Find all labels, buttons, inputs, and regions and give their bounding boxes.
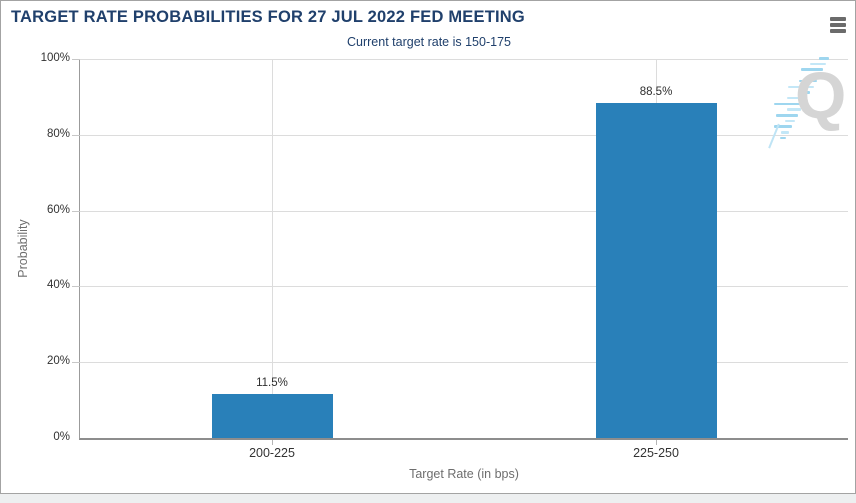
y-tick-label: 100% [40,52,70,64]
hamburger-menu-icon [830,17,846,21]
hamburger-menu-icon [830,29,846,33]
x-tick [656,440,657,445]
watermark-q-letter: Q [795,58,847,132]
y-tick [72,210,80,212]
x-tick [272,440,273,445]
gridline-horizontal [80,286,848,288]
plot-area: Probability Target Rate (in bps) 0% 20% 40… [16,52,848,481]
y-axis-title: Probability [16,219,30,278]
y-tick [72,59,80,60]
watermark-swoosh-icon [759,57,839,152]
x-category-label: 225-250 [633,446,679,460]
y-tick-label: 80% [46,127,70,140]
gridline-horizontal [80,59,848,60]
y-tick [72,362,80,364]
gridline-horizontal [80,134,848,136]
y-tick-label: 40% [46,279,70,292]
x-axis-title: Target Rate (in bps) [409,467,519,481]
gridline-vertical [272,59,273,438]
chart-title: TARGET RATE PROBABILITIES FOR 27 JUL 202… [11,8,525,26]
y-tick [72,286,80,288]
export-menu-button[interactable] [830,17,848,33]
chart-subtitle: Current target rate is 150-175 [347,35,511,49]
quikstrike-watermark: Q [759,57,851,152]
y-tick [72,134,80,136]
x-category-label: 200-225 [249,446,295,460]
bar-200-225[interactable] [211,394,333,438]
bar-225-250[interactable] [595,102,717,438]
bar-value-label: 88.5% [639,85,673,98]
hamburger-menu-icon [830,23,846,27]
y-tick-label: 0% [53,431,70,443]
y-tick-label: 20% [46,355,70,368]
gridline-horizontal [80,210,848,212]
gridline-horizontal [80,362,848,364]
y-tick-label: 60% [46,203,70,216]
bar-value-label: 11.5% [256,377,288,390]
